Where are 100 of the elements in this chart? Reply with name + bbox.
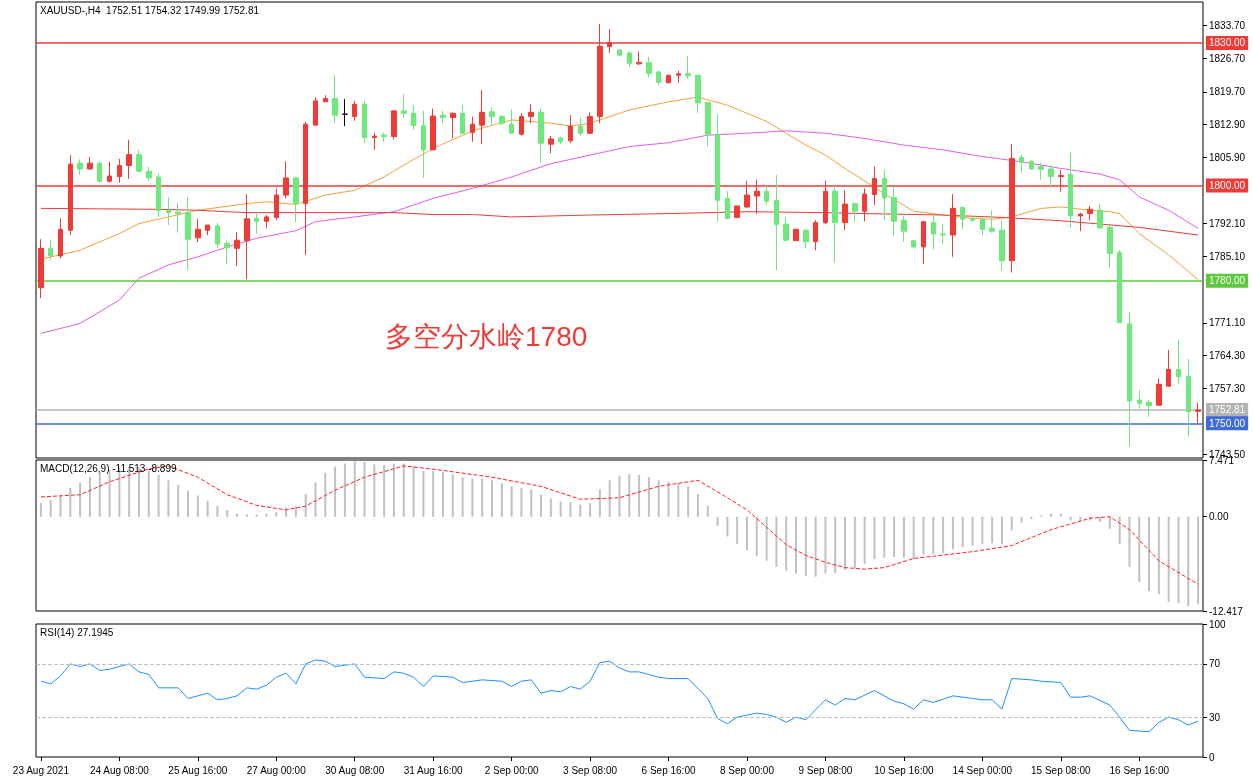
bar [324,472,327,517]
bar [687,486,690,517]
bar [589,503,592,517]
candlestick [1048,164,1054,189]
candlestick [715,113,720,223]
candlestick [146,166,152,182]
candlestick [1068,152,1073,229]
bar [157,474,160,517]
y-tick-label: 1785.10 [1209,250,1246,262]
x-tick-label: 16 Sep 16:00 [1109,764,1170,776]
x-tick-label: 8 Sep 00:00 [720,764,775,776]
candlestick [558,136,563,145]
x-tick-label: 25 Aug 16:00 [168,764,228,776]
bar [755,516,758,557]
bar [265,513,268,517]
candlestick [931,215,936,250]
candlestick [313,97,318,126]
candlestick [793,228,799,242]
bar [1138,516,1141,583]
candlestick [764,185,769,206]
candlestick [636,50,642,66]
candlestick [774,174,779,271]
candlestick [676,70,681,84]
bar [1069,516,1072,521]
bar [814,516,817,577]
bar [795,516,798,574]
candlestick [1087,205,1093,221]
candlestick [1127,312,1132,448]
bar [1157,516,1160,595]
bar [520,487,523,517]
bar [177,484,180,517]
candlestick [264,214,269,229]
bar [206,500,209,517]
bar [912,516,915,560]
y-tick-label: 1764.30 [1209,349,1246,361]
candlestick [450,111,456,139]
bar [736,516,739,545]
candlestick [852,202,858,223]
y-tick-label: 70 [1209,658,1221,670]
candlestick [1107,224,1113,269]
bar [726,516,729,537]
candlestick [323,94,328,103]
bar [373,464,376,517]
bar [883,516,886,558]
candlestick [695,74,701,114]
candlestick [411,104,416,131]
bar [981,516,984,545]
y-tick-label: 1812.90 [1209,118,1246,130]
candlestick [332,74,338,124]
candlestick [421,110,426,179]
line-series [40,659,1199,733]
y-tick-label: 0.00 [1209,511,1229,523]
y-tick-label: 1833.70 [1209,19,1246,31]
bar [834,516,837,573]
bar [1197,516,1200,605]
candlestick [136,149,142,173]
y-tick-label: -12.417 [1209,605,1244,617]
candlestick [1156,378,1162,407]
bar [1177,516,1180,604]
ref-line-label: 1800.00 [1209,180,1246,192]
candlestick [940,223,946,245]
y-tick-label: 1792.10 [1209,217,1246,229]
line-series [40,465,1199,585]
candlestick [58,217,63,259]
candlestick [254,213,259,235]
candlestick [440,110,446,124]
candlestick [1117,249,1122,323]
x-tick-label: 3 Sep 08:00 [563,764,618,776]
bar [334,466,337,517]
candlestick [980,216,985,236]
y-tick-label: 1819.70 [1209,86,1246,98]
candlestick [725,190,730,220]
bar [422,471,425,517]
bar [461,477,464,517]
bar [1118,516,1121,545]
ref-line-label: 1830.00 [1209,37,1246,49]
bar [569,502,572,517]
bar [1148,516,1151,592]
candlestick [215,222,220,249]
candlestick [77,158,83,176]
candlestick [627,50,632,68]
x-tick-label: 23 Aug 2021 [12,764,70,776]
bar [1099,516,1102,523]
candlestick [813,219,818,251]
bar [226,509,229,517]
candlestick [656,70,661,86]
bar [598,489,601,517]
bar [353,461,356,517]
x-tick-label: 9 Sep 08:00 [798,764,853,776]
candlestick [921,220,926,265]
bar [187,490,189,517]
y-tick-label: 100 [1209,618,1227,630]
bar [412,466,415,517]
bar [716,516,719,526]
candlestick [205,224,210,236]
bar [1059,513,1062,517]
candlestick [960,206,965,230]
bar [549,498,552,517]
bar [59,495,62,517]
annotation: 多空分水岭1780 [385,320,588,352]
